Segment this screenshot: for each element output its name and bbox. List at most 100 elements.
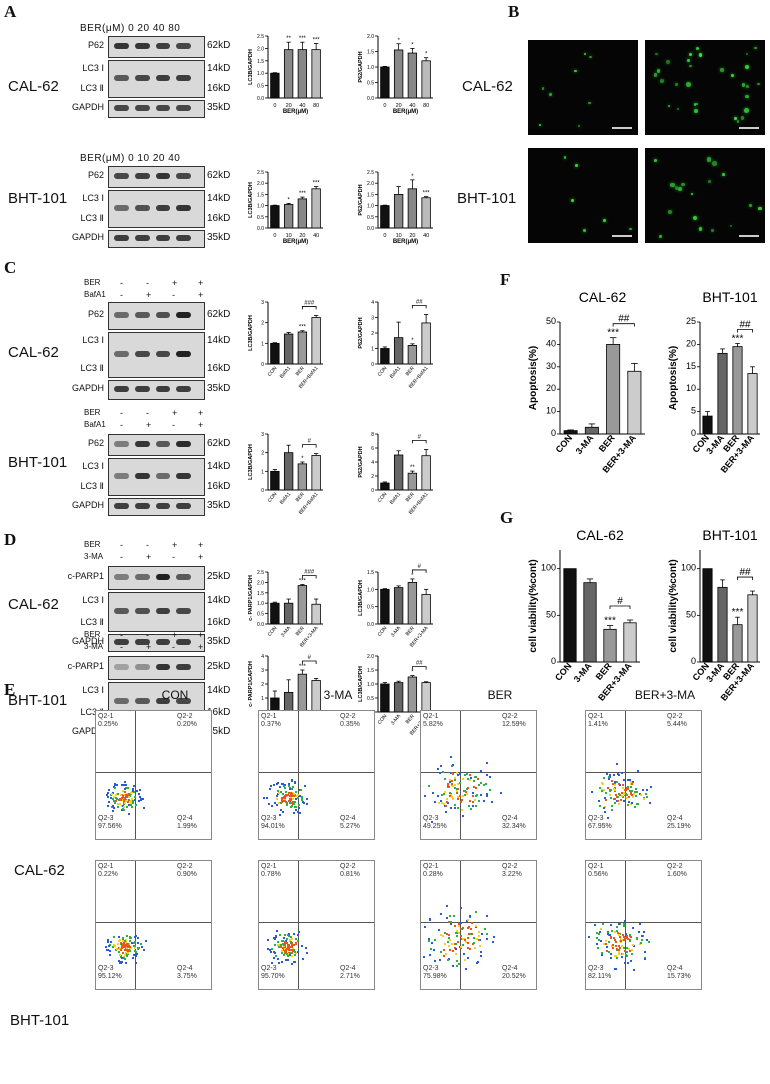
cell-label-bht101-b: BHT-101 [457,190,517,207]
flow-event-cal-1-106 [294,781,297,784]
flow-event-bht-1-35 [291,944,294,947]
fluorescent-cell-1-24 [665,59,671,65]
flow-event-bht-2-47 [474,910,477,913]
flow-vline-bht-3 [625,861,627,989]
chart-G1-bracket-label: # [617,596,623,607]
flow-event-cal-0-68 [124,783,127,786]
flow-event-bht-2-9 [458,931,461,934]
flow-event-bht-1-7 [288,939,291,942]
flow-event-cal-2-74 [480,793,483,796]
flow-event-bht-2-44 [461,927,464,930]
flow-event-bht-0-112 [127,946,130,949]
fluorescent-cell-2-4 [628,227,632,231]
flow-event-cal-3-69 [626,787,629,790]
blot-d-bht-band-1-3 [176,698,191,704]
flow-event-bht-1-45 [289,946,292,949]
blot-a-bht-kd-1: 14kD [207,193,231,204]
flow-event-bht-0-91 [134,936,137,939]
flow-event-cal-2-112 [473,785,476,788]
c-cal-top-row-label-0: BER [84,278,101,287]
flow-event-cal-2-18 [452,797,455,800]
d-bht-top-row-label-0: BER [84,630,101,639]
flow-event-bht-2-55 [480,954,483,957]
flow-event-bht-2-102 [422,955,425,958]
chart-A1-sig-3: *** [313,37,321,43]
fluorescent-cell-3-5 [667,210,672,215]
blot-a-cal-kd-3: 35kD [207,102,231,113]
fluorescence-image-cal62-ber [645,40,765,135]
fluorescence-image-bht101-control [528,148,638,243]
fluorescent-cell-1-7 [686,82,691,88]
flow-event-bht-3-72 [598,931,601,934]
flow-event-bht-0-109 [106,949,109,952]
flow-event-bht-0-66 [120,955,123,958]
flow-event-cal-2-113 [444,804,447,807]
flow-event-bht-2-64 [486,914,489,917]
fluorescent-cell-1-19 [744,65,749,70]
chart-G1-title: CAL-62 [576,527,624,543]
flow-event-cal-0-99 [127,796,130,799]
flow-event-cal-0-102 [129,791,132,794]
flow-event-bht-1-23 [276,941,279,943]
flow-event-bht-0-44 [129,946,132,949]
chart-F2-ytick-label-3: 15 [686,361,696,371]
flow-event-cal-0-113 [115,797,118,800]
flow-event-cal-3-44 [618,802,621,805]
flow-event-bht-0-87 [123,957,126,960]
flow-event-cal-3-21 [609,794,612,797]
flow-event-bht-3-80 [600,951,603,954]
c-bht-top-sign-0-2: - [146,408,149,418]
c-cal-top-sign-0-3: + [172,278,178,288]
flow-event-cal-0-75 [113,795,116,798]
cell-label-cal62-c: CAL-62 [8,344,59,361]
flow-event-bht-3-49 [640,935,643,938]
panel-label-c: C [4,258,17,277]
fluorescent-cell-3-16 [729,224,733,227]
chart-F1-ytick-label-3: 30 [546,361,556,371]
flow-event-bht-1-38 [275,954,278,957]
flow-event-cal-0-106 [123,797,126,800]
flow-event-bht-3-89 [629,936,632,939]
flow-event-cal-3-24 [622,779,625,782]
flow-event-bht-2-28 [468,915,471,918]
chart-D3-bracket-label: # [308,655,312,661]
flow-event-bht-1-109 [291,949,294,952]
fluorescent-cell-3-2 [693,216,698,221]
flow-event-bht-0-14 [129,949,132,952]
blot-header-a-bht: BER(μM) 0 10 20 40 [80,153,181,164]
flow-quadrant-bht-1-1: Q2-2 0.81% [340,863,360,878]
flow-event-bht-3-99 [647,941,650,943]
flow-event-bht-0-11 [134,961,137,964]
flow-event-cal-1-56 [277,791,280,794]
flow-event-bht-1-25 [287,934,290,937]
flow-event-cal-3-66 [634,791,637,794]
flow-plot-bht-3: Q2-1 0.56% Q2-2 1.60% Q2-3 82.11% Q2-4 15.7… [585,860,702,990]
flow-event-bht-2-114 [467,919,470,922]
flow-event-cal-0-50 [125,794,128,797]
flow-event-bht-1-47 [305,947,308,950]
blot-d-cal-band-2-0 [114,639,129,645]
chart-F2-title: BHT-101 [702,289,757,305]
blot-c-bht-band-1-1 [134,473,150,479]
fluorescent-cell-3-6 [707,180,711,183]
flow-event-cal-2-105 [457,774,460,777]
flow-event-bht-0-5 [128,937,131,940]
flow-event-bht-3-26 [612,936,615,939]
flow-event-bht-3-21 [624,950,627,953]
flow-quadrant-cal-1-0: Q2-1 0.37% [261,713,281,728]
flow-event-bht-3-40 [622,924,625,927]
blot-d-bht-band-0-0 [114,664,129,670]
flow-quadrant-cal-2-0: Q2-1 5.82% [423,713,443,728]
flow-event-cal-3-12 [628,801,631,804]
d-bht-top-sign-0-1: - [120,630,123,640]
flow-event-cal-2-117 [443,791,446,794]
flow-event-cal-2-104 [437,801,440,804]
flow-event-cal-0-116 [138,800,141,803]
flow-event-bht-1-56 [276,957,279,960]
flow-event-cal-0-47 [115,793,118,796]
chart-A1-ytick-label-4: 2.0 [257,46,264,52]
fluorescent-cell-3-14 [710,228,715,233]
flow-quadrant-bht-0-3: Q2-4 3.75% [177,965,197,980]
chart-F1-title: CAL-62 [579,289,627,305]
flow-hline-bht-0 [96,922,211,924]
